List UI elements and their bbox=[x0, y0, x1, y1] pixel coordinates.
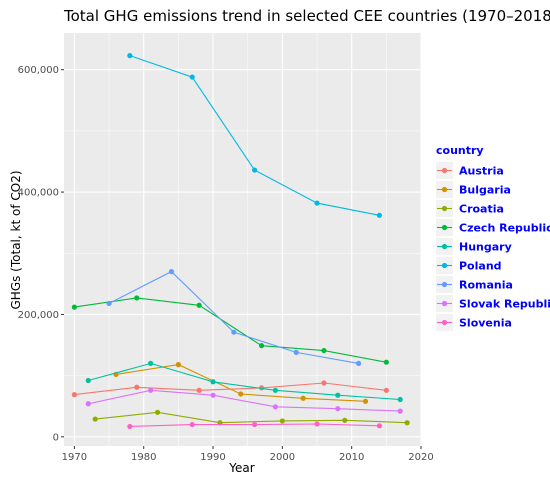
data-point-poland bbox=[127, 53, 133, 59]
data-point-czech-republic bbox=[258, 343, 265, 349]
data-point-croatia bbox=[92, 416, 98, 422]
legend-label-czech-republic: Czech Republic bbox=[459, 222, 550, 235]
data-point-bulgaria bbox=[238, 391, 244, 397]
legend-items: Austria Bulgaria Croatia Czech Republic Hung… bbox=[436, 162, 550, 331]
legend-label-bulgaria: Bulgaria bbox=[459, 184, 511, 197]
data-point-slovak-republic bbox=[397, 408, 403, 414]
data-point-poland bbox=[376, 212, 383, 218]
data-point-romania bbox=[356, 360, 362, 366]
data-point-romania bbox=[231, 329, 237, 335]
data-point-austria bbox=[71, 392, 77, 398]
data-point-slovenia bbox=[127, 423, 133, 430]
data-point-poland bbox=[189, 74, 195, 80]
data-point-croatia bbox=[404, 420, 410, 426]
data-point-czech-republic bbox=[321, 347, 327, 354]
x-axis-title: Year bbox=[228, 461, 254, 475]
data-point-slovenia bbox=[252, 421, 258, 428]
chart-title: Total GHG emissions trend in selected CE… bbox=[63, 7, 550, 25]
legend: country Austria Bulgaria Croatia Czech Repu… bbox=[436, 144, 550, 331]
major-gridlines bbox=[64, 33, 422, 446]
data-point-poland bbox=[314, 200, 320, 206]
series-line-hungary bbox=[88, 362, 401, 401]
data-point-croatia bbox=[154, 409, 161, 415]
legend-label-hungary: Hungary bbox=[459, 241, 512, 254]
data-point-hungary bbox=[210, 379, 216, 385]
data-point-hungary bbox=[272, 387, 279, 393]
data-point-czech-republic bbox=[71, 304, 77, 310]
series-layer bbox=[71, 53, 410, 430]
data-point-slovak-republic bbox=[335, 406, 341, 412]
data-point-bulgaria bbox=[362, 398, 369, 404]
minor-gridlines bbox=[64, 33, 421, 446]
y-tick-label: 200,000 bbox=[18, 310, 59, 321]
data-point-slovak-republic bbox=[272, 404, 279, 410]
data-point-czech-republic bbox=[134, 295, 140, 301]
legend-key-point-austria bbox=[441, 167, 448, 174]
y-tick-label: 400,000 bbox=[18, 188, 59, 199]
legend-label-austria: Austria bbox=[459, 165, 504, 178]
data-point-croatia bbox=[342, 417, 348, 423]
data-point-slovak-republic bbox=[85, 401, 91, 407]
x-tick-label: 1990 bbox=[200, 452, 225, 463]
data-point-hungary bbox=[397, 396, 403, 403]
data-point-austria bbox=[196, 387, 202, 393]
x-tick-label: 1970 bbox=[62, 452, 87, 463]
data-point-czech-republic bbox=[383, 359, 389, 365]
legend-title: country bbox=[436, 144, 484, 157]
x-axis: 1970 1980 1990 2000 2010 2020 bbox=[62, 446, 434, 463]
data-point-poland bbox=[252, 167, 258, 173]
data-point-croatia bbox=[279, 418, 285, 424]
data-point-romania bbox=[293, 349, 299, 355]
series-line-slovak-republic bbox=[88, 389, 401, 412]
data-point-bulgaria bbox=[175, 362, 181, 368]
data-point-romania bbox=[106, 300, 112, 307]
data-point-slovenia bbox=[189, 421, 195, 428]
series-line-czech-republic bbox=[74, 297, 387, 363]
y-tick-label: 0 bbox=[53, 432, 59, 443]
data-point-slovak-republic bbox=[210, 392, 216, 398]
legend-label-croatia: Croatia bbox=[459, 203, 504, 216]
data-point-slovenia bbox=[314, 421, 320, 427]
legend-label-slovak-republic: Slovak Republic bbox=[459, 298, 550, 311]
y-axis: 0 200,000 400,000 600,000 bbox=[18, 65, 64, 443]
data-point-hungary bbox=[335, 392, 341, 398]
x-tick-label: 2010 bbox=[339, 452, 364, 463]
data-point-bulgaria bbox=[300, 395, 306, 401]
y-axis-title: GHGs (Total, kt of CO2) bbox=[9, 170, 23, 309]
x-tick-label: 2000 bbox=[270, 452, 295, 463]
data-point-austria bbox=[383, 387, 389, 393]
data-point-slovak-republic bbox=[148, 387, 154, 393]
legend-label-poland: Poland bbox=[459, 260, 502, 273]
legend-key-point-croatia bbox=[441, 205, 448, 212]
legend-key-point-bulgaria bbox=[441, 186, 448, 193]
data-point-croatia bbox=[217, 420, 223, 426]
legend-key-point-slovenia bbox=[441, 319, 448, 326]
data-point-hungary bbox=[148, 360, 154, 366]
data-point-austria bbox=[321, 380, 327, 386]
legend-key-point-czech-republic bbox=[441, 224, 448, 231]
legend-key-point-hungary bbox=[441, 243, 448, 250]
legend-key-point-slovak-republic bbox=[441, 300, 448, 307]
data-point-czech-republic bbox=[196, 302, 202, 308]
legend-key-point-romania bbox=[441, 281, 448, 288]
data-point-austria bbox=[134, 384, 140, 390]
legend-key-point-poland bbox=[441, 262, 448, 269]
x-tick-label: 2020 bbox=[408, 452, 433, 463]
x-tick-label: 1980 bbox=[131, 452, 156, 463]
data-point-hungary bbox=[85, 377, 91, 384]
series-line-croatia bbox=[95, 411, 408, 424]
data-point-slovenia bbox=[376, 423, 383, 429]
plot-panel bbox=[64, 33, 421, 446]
legend-label-slovenia: Slovenia bbox=[459, 317, 512, 330]
y-tick-label: 600,000 bbox=[18, 65, 59, 76]
data-point-romania bbox=[168, 269, 175, 275]
legend-label-romania: Romania bbox=[459, 279, 513, 292]
